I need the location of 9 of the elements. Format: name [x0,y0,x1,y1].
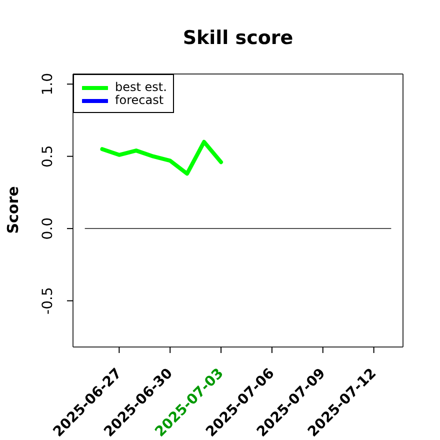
y-tick-label: 1.0 [40,72,56,96]
legend-label: best est. [115,80,167,94]
y-axis-title: Score [3,185,23,236]
legend-label: forecast [115,93,164,107]
y-tick-label: 0.0 [40,217,56,240]
chart-title: Skill score [182,26,294,50]
y-tick-label: 0.5 [40,145,56,168]
line-series [100,140,224,176]
y-tick-label: -0.5 [40,287,56,314]
